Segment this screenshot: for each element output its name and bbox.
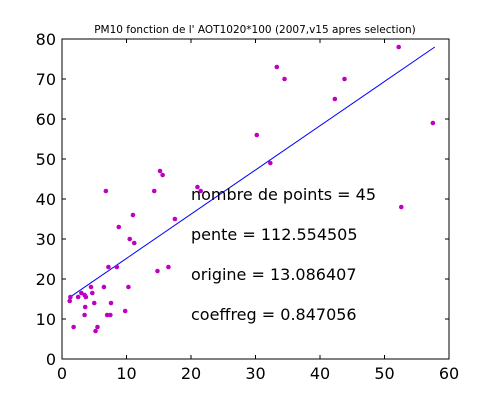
annotation-group: nombre de points = 45 pente = 112.554505… xyxy=(191,185,376,324)
data-point xyxy=(396,44,401,50)
x-tick-label: 0 xyxy=(57,364,67,383)
data-point xyxy=(282,76,287,82)
data-point xyxy=(172,216,178,222)
x-tick-label: 50 xyxy=(374,364,394,383)
data-point xyxy=(75,294,81,300)
data-point xyxy=(268,160,273,166)
y-tick-label: 20 xyxy=(36,270,56,289)
data-point xyxy=(106,264,111,270)
y-tick-label: 40 xyxy=(36,190,56,209)
data-point xyxy=(95,324,100,330)
data-point xyxy=(88,284,94,290)
annotation-slope: pente = 112.554505 xyxy=(191,225,358,244)
x-tick-label: 20 xyxy=(181,364,201,383)
data-point xyxy=(342,76,347,82)
data-point xyxy=(104,312,110,318)
data-point xyxy=(93,328,98,334)
data-point xyxy=(83,294,89,300)
data-point xyxy=(114,264,120,270)
data-point xyxy=(151,188,157,194)
x-tick-label: 30 xyxy=(245,364,265,383)
data-point xyxy=(71,324,76,330)
data-point xyxy=(68,294,73,300)
data-point xyxy=(398,204,404,210)
annotation-intercept: origine = 13.086407 xyxy=(191,265,357,284)
data-point xyxy=(91,300,97,306)
data-point xyxy=(155,268,160,274)
data-point xyxy=(195,184,200,190)
data-point xyxy=(160,172,165,178)
data-point xyxy=(103,188,109,194)
y-tick-label: 70 xyxy=(36,70,56,89)
y-tick-label: 30 xyxy=(36,230,56,249)
data-point xyxy=(430,120,436,126)
data-point xyxy=(82,312,87,318)
data-point xyxy=(67,298,73,304)
data-point xyxy=(108,300,114,306)
data-point xyxy=(166,264,171,270)
data-point xyxy=(274,64,280,70)
y-tick-label: 80 xyxy=(36,30,56,49)
data-point xyxy=(198,188,203,194)
y-tick-label: 10 xyxy=(36,310,56,329)
data-point xyxy=(131,240,137,246)
data-point xyxy=(254,132,260,138)
plot-area xyxy=(67,44,436,334)
data-point xyxy=(127,236,133,242)
data-point xyxy=(332,96,338,102)
data-point xyxy=(157,168,163,174)
regression-line xyxy=(68,46,436,299)
annotation-correlation: coeffreg = 0.847056 xyxy=(191,305,357,324)
data-point xyxy=(130,212,136,218)
chart-title: PM10 fonction de l' AOT1020*100 (2007,v1… xyxy=(94,24,416,36)
data-point xyxy=(116,224,122,230)
data-point xyxy=(82,304,88,310)
data-point xyxy=(101,284,107,290)
data-point xyxy=(108,312,113,318)
x-tick-label: 40 xyxy=(310,364,330,383)
y-tick-label: 50 xyxy=(36,150,56,169)
axis-ticks: 0 10 20 30 40 50 60 0 10 20 30 40 50 60 70 80 xyxy=(36,30,460,383)
y-tick-label: 60 xyxy=(36,110,56,129)
data-point xyxy=(126,284,131,290)
x-tick-label: 60 xyxy=(439,364,459,383)
x-tick-label: 10 xyxy=(116,364,136,383)
y-tick-label: 0 xyxy=(46,350,56,369)
data-point xyxy=(122,308,128,314)
annotation-point-count: nombre de points = 45 xyxy=(191,185,376,204)
data-point xyxy=(90,290,95,296)
